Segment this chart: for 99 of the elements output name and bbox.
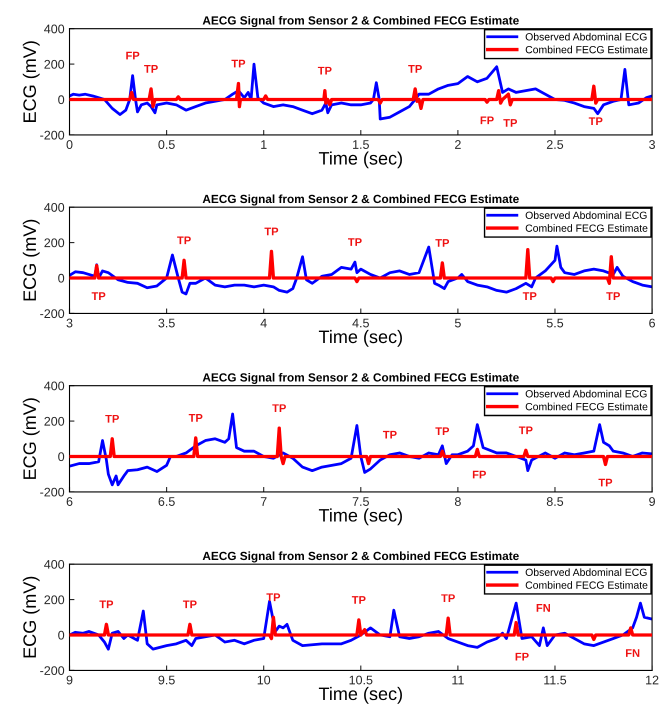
annotation: TP — [522, 292, 536, 300]
annotation: FP — [472, 470, 486, 478]
x-tick-label: 4.5 — [352, 318, 369, 328]
x-tick-label: 8 — [454, 497, 461, 506]
x-tick-label: 3 — [649, 140, 655, 149]
annotation: FP — [126, 52, 140, 60]
annotation: TP — [92, 292, 106, 300]
chart-title: AECG Signal from Sensor 2 & Combined FECG Estimate — [202, 372, 519, 384]
annotation: TP — [266, 593, 280, 602]
x-tick-label: 11.5 — [544, 676, 566, 684]
x-tick-label: 10.5 — [350, 676, 372, 684]
annotation: TP — [518, 426, 533, 434]
annotation: TP — [318, 66, 332, 74]
x-tick-label: 5 — [454, 318, 461, 328]
annotation: TP — [352, 596, 366, 604]
annotation: TP — [105, 414, 119, 423]
annotation: TP — [144, 65, 158, 73]
x-tick-label: 9 — [66, 676, 72, 684]
legend-label: Combined FECG Estimate — [526, 402, 648, 410]
x-tick-label: 7 — [260, 497, 267, 506]
x-tick-label: 7.5 — [352, 497, 369, 506]
x-tick-label: 0.5 — [158, 140, 175, 149]
y-tick-label: -200 — [40, 130, 64, 140]
annotation: TP — [435, 427, 450, 435]
x-tick-label: 2.5 — [546, 140, 564, 149]
x-tick-label: 3 — [66, 318, 72, 328]
line-series — [70, 616, 652, 642]
x-tick-label: 9.5 — [158, 676, 175, 684]
y-axis-title: ECG (mV) — [22, 41, 40, 122]
x-axis-title: Time (sec) — [318, 151, 402, 168]
annotation: TP — [435, 239, 450, 247]
annotation: TP — [177, 236, 191, 244]
x-axis-title: Time (sec) — [318, 508, 402, 526]
x-axis-title: Time (sec) — [318, 330, 402, 347]
annotation: FN — [626, 649, 640, 657]
y-tick-label: 0 — [58, 95, 64, 104]
annotation: TP — [441, 594, 455, 602]
annotation: TP — [188, 414, 202, 422]
chart-title: AECG Signal from Sensor 2 & Combined FECG Estimate — [202, 551, 519, 562]
y-tick-label: -200 — [40, 488, 64, 497]
y-axis-title: ECG (mV) — [22, 220, 40, 300]
legend-label: Observed Abdominal ECG — [526, 568, 647, 576]
y-tick-label: 0 — [58, 452, 64, 462]
annotation: TP — [182, 600, 197, 608]
y-tick-label: 200 — [44, 595, 64, 604]
y-tick-label: -200 — [40, 666, 64, 676]
x-tick-label: 6.5 — [158, 497, 175, 506]
annotation: TP — [231, 60, 246, 68]
annotation: TP — [264, 228, 278, 236]
y-tick-label: 400 — [44, 24, 64, 34]
x-tick-label: 8.5 — [546, 497, 564, 506]
line-series — [70, 82, 652, 110]
chart-title: AECG Signal from Sensor 2 & Combined FECG Estimate — [202, 194, 519, 206]
legend-label: Observed Abdominal ECG — [526, 390, 647, 398]
legend-label: Combined FECG Estimate — [526, 581, 648, 589]
annotation: FP — [480, 116, 494, 124]
y-tick-label: 200 — [44, 416, 64, 426]
y-tick-label: 0 — [58, 274, 64, 283]
x-tick-label: 11 — [452, 676, 464, 684]
annotation: FP — [516, 652, 529, 660]
annotation: TP — [598, 478, 612, 486]
legend-label: Observed Abdominal ECG — [526, 32, 647, 40]
y-axis-title: ECG (mV) — [22, 576, 40, 658]
y-tick-label: 400 — [44, 202, 64, 212]
x-tick-label: 3.5 — [158, 318, 175, 328]
x-tick-label: 12 — [646, 676, 658, 684]
x-tick-label: 10 — [258, 676, 270, 684]
x-tick-label: 6 — [649, 318, 655, 328]
x-tick-label: 6 — [66, 497, 72, 506]
x-tick-label: 4 — [260, 318, 267, 328]
annotation: TP — [408, 65, 422, 73]
legend-label: Combined FECG Estimate — [526, 224, 648, 232]
annotation: TP — [99, 600, 114, 608]
line-series — [70, 248, 652, 285]
x-tick-label: 9 — [649, 497, 655, 506]
legend-label: Observed Abdominal ECG — [526, 211, 647, 219]
y-tick-label: 200 — [44, 60, 64, 69]
annotation: TP — [588, 117, 602, 125]
annotation: TP — [503, 119, 518, 127]
annotation: TP — [348, 238, 362, 246]
line-series — [70, 426, 652, 466]
x-tick-label: 1.5 — [353, 140, 369, 149]
x-tick-label: 2 — [455, 140, 461, 149]
y-axis-title: ECG (mV) — [22, 398, 40, 479]
x-tick-label: 1 — [261, 140, 267, 149]
y-tick-label: 200 — [44, 238, 64, 248]
x-tick-label: 0 — [66, 140, 72, 149]
x-tick-label: 5.5 — [546, 318, 564, 328]
annotation: TP — [272, 404, 286, 412]
legend-label: Combined FECG Estimate — [526, 46, 648, 54]
y-tick-label: 0 — [58, 630, 64, 640]
annotation: FN — [536, 604, 550, 612]
y-tick-label: 400 — [44, 560, 64, 569]
chart-title: AECG Signal from Sensor 2 & Combined FECG Estimate — [202, 16, 519, 28]
x-axis-title: Time (sec) — [318, 686, 402, 704]
y-tick-label: 400 — [44, 381, 64, 390]
annotation: TP — [606, 292, 620, 300]
annotation: TP — [382, 430, 397, 439]
y-tick-label: -200 — [40, 309, 64, 318]
